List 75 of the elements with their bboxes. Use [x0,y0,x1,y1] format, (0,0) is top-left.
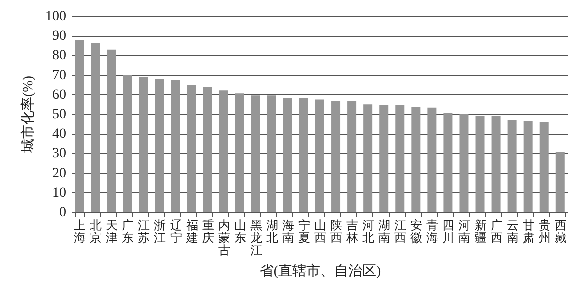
x-tick-label: 浙江 [154,218,166,245]
bar [540,122,549,212]
x-tick-label: 西藏 [554,218,567,245]
bar [444,113,453,212]
x-tick-label: 青海 [426,218,439,245]
x-tick-label: 陕西 [330,218,343,245]
bar [283,98,292,212]
x-tick-label: 湖南 [378,218,391,245]
bar [316,100,324,212]
bar [412,107,421,212]
bar [267,96,276,212]
x-tick-label: 河南 [458,218,471,245]
x-tick-label: 贵州 [538,218,551,245]
bar [107,50,116,212]
bar [364,104,373,212]
x-tick-label: 江苏 [138,218,150,245]
x-tick-label: 上海 [74,218,86,245]
y-tick-label: 100 [46,10,66,24]
x-tick-label: 福建 [185,218,198,245]
y-tick-label: 0 [60,206,66,220]
bar [91,43,100,212]
bar [380,105,389,212]
x-tick-label: 甘肃 [522,218,535,245]
x-tick-label: 新疆 [474,218,487,245]
y-tick-label: 70 [52,68,66,84]
y-tick-label: 20 [52,166,66,182]
x-tick-label: 天津 [106,218,118,245]
y-tick-label: 50 [52,108,66,122]
x-tick-label: 海南 [282,218,294,245]
x-tick-label: 广东 [122,218,134,245]
bar [524,121,533,212]
y-axis-title: 城市化率(%) [20,76,36,154]
x-tick-label: 四川 [442,218,455,245]
bar [123,74,132,212]
bar [251,96,260,212]
bar [75,40,84,212]
bar [332,101,341,212]
bar [219,90,228,212]
x-tick-label: 湖北 [266,218,278,245]
x-tick-label: 辽宁 [170,218,182,245]
y-tick-label: 60 [52,88,66,103]
bar [235,94,244,212]
x-tick-label: 内蒙古 [218,218,230,258]
x-axis-title: 省(直辖市、自治区) [260,264,382,280]
x-tick-label: 山西 [314,218,326,245]
x-tick-label: 安徽 [410,218,423,245]
bar [348,101,357,212]
bar [508,120,517,212]
bar [155,79,164,212]
y-tick-label: 80 [52,48,66,64]
bar [556,152,565,212]
bar [476,116,485,212]
bar [139,77,148,212]
x-tick-label: 广西 [490,218,503,245]
x-tick-label: 山东 [234,218,246,245]
x-tick-label: 重庆 [202,218,214,245]
x-tick-label: 黑龙江 [250,218,262,258]
y-tick-label: 10 [52,186,66,201]
bar [171,80,180,212]
x-tick-label: 宁夏 [298,218,310,245]
x-tick-label: 北京 [90,218,102,245]
y-tick-label: 90 [52,29,66,44]
x-tick-label: 江西 [394,218,407,245]
x-tick-label: 河北 [362,218,375,245]
y-tick-label: 40 [52,127,66,142]
x-tick-label: 吉林 [346,218,359,245]
bar [187,85,196,212]
bar [396,105,405,212]
bar [203,86,212,212]
y-tick-label: 30 [52,146,66,162]
x-tick-label: 云南 [506,218,519,245]
bar [492,116,501,212]
bar [460,114,469,212]
bar [428,108,437,212]
bar [299,98,308,212]
